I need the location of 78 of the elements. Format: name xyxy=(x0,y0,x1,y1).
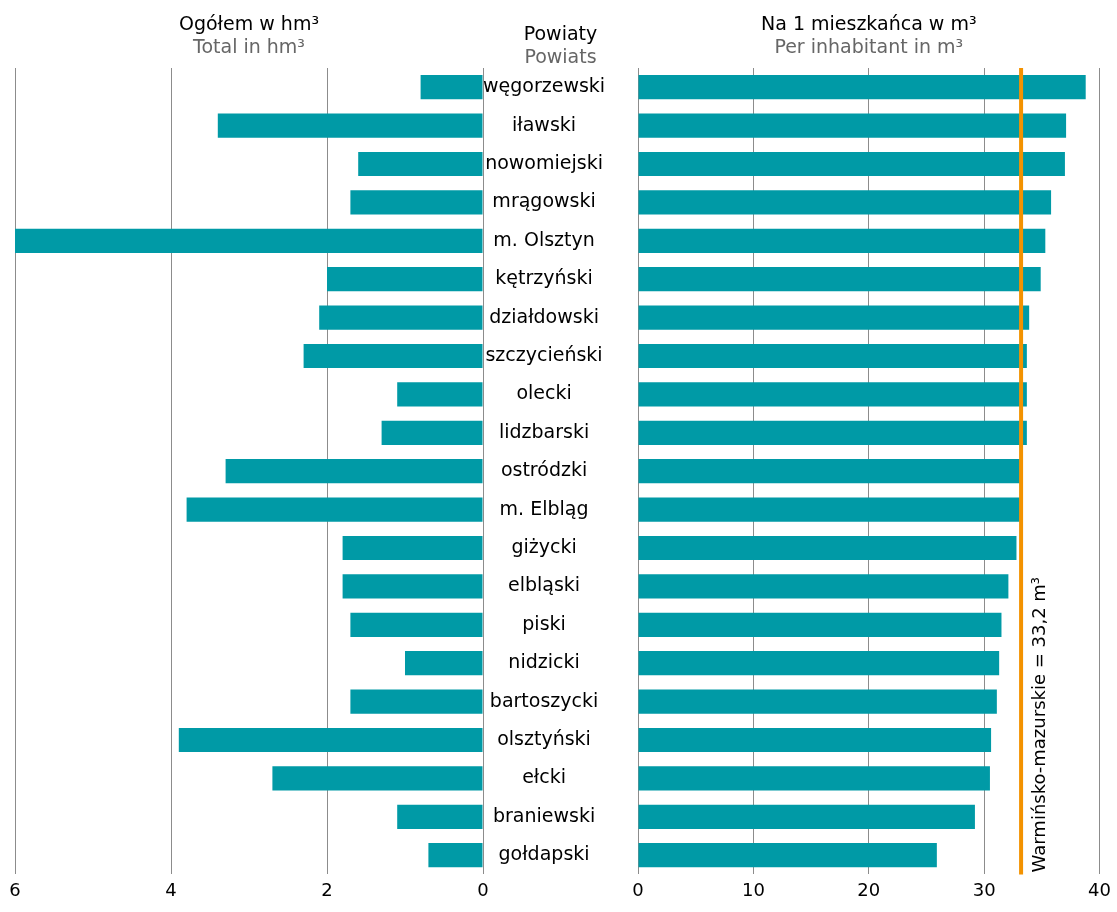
x-tick-label: 0 xyxy=(632,878,644,900)
bar xyxy=(638,574,1009,599)
y-tick-label: działdowski xyxy=(489,304,599,327)
x-tick-label: 10 xyxy=(741,878,765,900)
y-tick-label: ełcki xyxy=(522,765,566,788)
y-tick-label: mrągowski xyxy=(492,189,596,212)
y-tick-label: iławski xyxy=(512,112,577,135)
bar xyxy=(638,689,997,714)
bar xyxy=(225,459,483,484)
bar xyxy=(327,267,483,292)
chart-subtitle: Per inhabitant in m³ xyxy=(774,35,964,57)
y-tick-label: elbląski xyxy=(507,573,581,596)
y-tick-label: szczycieński xyxy=(485,342,603,365)
bar xyxy=(319,305,483,330)
bar xyxy=(638,497,1020,522)
bar xyxy=(350,190,483,215)
bar xyxy=(638,843,937,868)
bar xyxy=(303,343,483,369)
bar xyxy=(397,382,483,407)
chart-subtitle: Total in hm³ xyxy=(192,35,305,57)
bar xyxy=(397,804,483,829)
bar xyxy=(350,612,483,637)
bar xyxy=(15,228,483,253)
x-tick-label: 40 xyxy=(1088,878,1111,900)
y-tick-label: gołdapski xyxy=(498,842,590,865)
bar xyxy=(638,267,1041,292)
y-axis-title: Powiaty Powiats xyxy=(523,22,598,67)
y-tick-label: ostródzki xyxy=(500,458,588,481)
bar xyxy=(342,535,483,561)
x-tick-label: 2 xyxy=(321,878,333,900)
bar xyxy=(358,151,483,177)
y-tick-label: olsztyński xyxy=(497,726,591,749)
y-tick-label: nidzicki xyxy=(508,650,580,673)
bar xyxy=(381,420,483,445)
bar xyxy=(638,651,1000,676)
bar xyxy=(638,459,1022,484)
y-tick-label: węgorzewski xyxy=(483,74,606,97)
bar xyxy=(638,420,1027,445)
bar xyxy=(638,75,1086,100)
x-tick-label: 0 xyxy=(477,878,489,900)
bar xyxy=(638,228,1046,253)
bar xyxy=(350,689,483,714)
bar xyxy=(638,612,1002,637)
y-tick-label: kętrzyński xyxy=(495,266,593,289)
bar xyxy=(638,804,975,829)
bar xyxy=(638,190,1052,215)
bar xyxy=(428,843,483,868)
bar xyxy=(638,151,1065,177)
ref-line-label: Warmińsko-mazurskie = 33,2 m³ xyxy=(1028,576,1050,873)
y-tick-label: giżycki xyxy=(511,534,577,557)
chart-title: Na 1 mieszkańca w m³ xyxy=(760,12,977,34)
y-tick-label: nowomiejski xyxy=(485,150,603,173)
bar xyxy=(638,305,1030,330)
bar xyxy=(178,727,483,753)
bar xyxy=(638,766,990,791)
y-tick-label: lidzbarski xyxy=(498,419,590,442)
bar xyxy=(420,75,483,100)
bar xyxy=(638,113,1067,138)
y-tick-label: bartoszycki xyxy=(489,688,599,711)
bar xyxy=(186,497,483,522)
bar xyxy=(405,651,483,676)
bar xyxy=(272,766,483,791)
x-tick-label: 4 xyxy=(165,878,177,900)
bar xyxy=(342,574,483,599)
bar xyxy=(638,382,1027,407)
x-tick-label: 20 xyxy=(857,878,881,900)
y-tick-label: braniewski xyxy=(492,803,596,826)
bar xyxy=(638,727,992,753)
y-tick-label: m. Elbląg xyxy=(499,496,589,519)
y-tick-label: m. Olsztyn xyxy=(493,227,595,250)
y-tick-label: piski xyxy=(522,611,566,634)
bar xyxy=(638,535,1017,561)
y-tick-label: olecki xyxy=(516,381,572,404)
bar xyxy=(638,343,1027,369)
chart-title: Ogółem w hm³ xyxy=(178,12,320,34)
x-tick-label: 30 xyxy=(972,878,996,900)
bar xyxy=(217,113,483,138)
x-tick-label: 6 xyxy=(9,878,21,900)
